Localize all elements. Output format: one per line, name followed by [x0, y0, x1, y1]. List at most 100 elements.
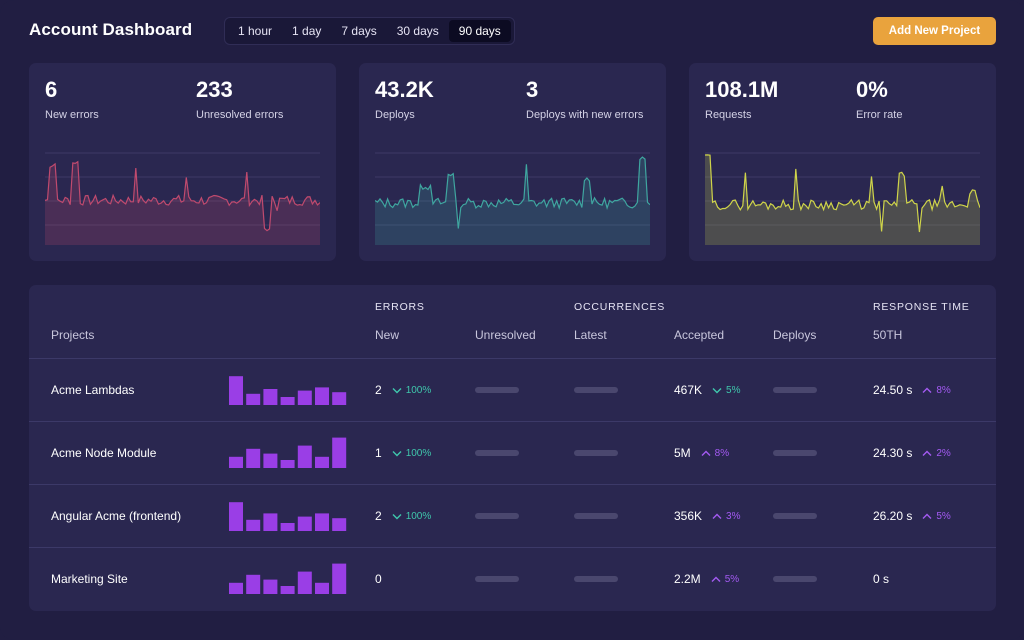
accepted-cell-value: 2.2M [674, 572, 701, 586]
response-50th-cell: 24.30 s 2% [873, 446, 951, 460]
chevron-down-icon [392, 450, 402, 456]
deploys-sparkline [375, 152, 650, 245]
requests-metric: 108.1M Requests [705, 77, 778, 121]
project-activity-bars [229, 437, 347, 468]
activity-bar [280, 586, 295, 594]
unresolved-placeholder [475, 387, 519, 393]
response-50th-cell: 24.50 s 8% [873, 383, 951, 397]
deploys-label: Deploys [375, 109, 415, 121]
activity-bar [229, 502, 243, 531]
column-unresolved[interactable]: Unresolved [475, 328, 536, 342]
accepted-cell-delta: 5% [711, 574, 739, 585]
accepted-cell: 356K 3% [674, 509, 740, 523]
new-errors-cell-delta-text: 100% [405, 510, 432, 522]
deploys-new-errors-metric: 3 Deploys with new errors [526, 77, 643, 121]
latest-placeholder [574, 450, 618, 456]
accepted-cell-delta: 5% [712, 385, 740, 396]
add-new-project-button[interactable]: Add New Project [873, 17, 996, 45]
range-1-hour[interactable]: 1 hour [238, 24, 273, 38]
deploys-placeholder [773, 576, 817, 582]
column-projects[interactable]: Projects [51, 328, 95, 342]
column-latest[interactable]: Latest [574, 328, 607, 342]
activity-bar [263, 513, 278, 531]
activity-bar [280, 523, 295, 531]
response-50th-cell-value: 24.50 s [873, 383, 913, 397]
table-row[interactable]: Acme Lambdas 2 100% 467K 5% 24.50 s 8% [29, 358, 996, 421]
activity-bar [263, 389, 278, 405]
column-deploys[interactable]: Deploys [773, 328, 817, 342]
activity-bar [280, 397, 295, 405]
unresolved-placeholder [475, 450, 519, 456]
column-accepted[interactable]: Accepted [674, 328, 725, 342]
activity-bar [315, 582, 329, 594]
project-name[interactable]: Marketing Site [51, 572, 128, 586]
response-50th-cell-delta: 2% [922, 447, 951, 459]
activity-bar [229, 456, 243, 468]
deploys-new-errors-label: Deploys with new errors [526, 109, 644, 121]
accepted-cell-value: 356K [674, 509, 703, 523]
range-1-day[interactable]: 1 day [292, 24, 322, 38]
new-errors-cell-delta-text: 100% [405, 447, 432, 459]
chevron-up-icon [922, 450, 932, 456]
activity-bar [315, 387, 329, 405]
activity-bar [297, 516, 312, 531]
deploys-new-errors-value: 3 [526, 77, 539, 102]
new-errors-cell-delta: 100% [392, 447, 432, 459]
table-row[interactable]: Acme Node Module 1 100% 5M 8% 24.30 s 2% [29, 421, 996, 484]
deploys-placeholder [773, 387, 817, 393]
activity-bar [297, 445, 312, 468]
new-errors-cell: 0 [375, 572, 382, 586]
sparkline-line [375, 156, 650, 229]
errors-sparkline [45, 152, 320, 245]
activity-bar [246, 519, 261, 531]
activity-bar [246, 574, 261, 594]
response-50th-cell-delta-text: 2% [936, 447, 951, 459]
new-errors-label: New errors [45, 109, 99, 121]
accepted-cell-value: 467K [674, 383, 703, 397]
deploys-card: 43.2K Deploys 3 Deploys with new errors [359, 63, 666, 261]
chevron-up-icon [711, 576, 721, 582]
new-errors-cell-value: 1 [375, 446, 382, 460]
activity-bar [246, 393, 261, 405]
column-50th[interactable]: 50TH [873, 328, 903, 342]
accepted-cell: 2.2M 5% [674, 572, 739, 586]
range-7-days[interactable]: 7 days [341, 24, 377, 38]
unresolved-errors-label: Unresolved errors [196, 109, 284, 121]
latest-placeholder [574, 387, 618, 393]
activity-bar [297, 571, 312, 594]
errors-group-header: ERRORS [375, 301, 425, 313]
table-row[interactable]: Angular Acme (frontend) 2 100% 356K 3% 26.20 … [29, 484, 996, 547]
chevron-down-icon [392, 387, 402, 393]
activity-bar [229, 582, 243, 594]
table-row[interactable]: Marketing Site 0 2.2M 5% 0 s [29, 547, 996, 610]
range-30-days[interactable]: 30 days [396, 24, 439, 38]
new-errors-cell-value: 2 [375, 383, 382, 397]
project-name[interactable]: Angular Acme (frontend) [51, 509, 182, 523]
project-name[interactable]: Acme Node Module [51, 446, 157, 460]
requests-card: 108.1M Requests 0% Error rate [689, 63, 996, 261]
chevron-up-icon [701, 450, 711, 456]
chevron-up-icon [712, 513, 722, 519]
sparkline-line [705, 154, 980, 233]
requests-sparkline [705, 152, 980, 245]
unresolved-placeholder [475, 576, 519, 582]
activity-bar [246, 448, 261, 468]
error-rate-value: 0% [856, 77, 888, 102]
project-activity-bars [229, 502, 347, 531]
activity-bar [229, 376, 243, 405]
new-errors-cell: 1 100% [375, 446, 431, 460]
column-new[interactable]: New [375, 328, 400, 342]
project-name[interactable]: Acme Lambdas [51, 383, 135, 397]
activity-bar [280, 460, 295, 468]
errors-card: 6 New errors 233 Unresolved errors [29, 63, 336, 261]
response-50th-cell-delta: 5% [922, 511, 951, 522]
activity-bar [332, 392, 347, 405]
accepted-cell-delta: 3% [712, 511, 740, 522]
range-90-days[interactable]: 90 days [448, 20, 511, 42]
accepted-cell-delta-text: 3% [726, 510, 741, 522]
projects-table: ERRORS OCCURRENCES RESPONSE TIME Project… [29, 285, 996, 611]
sparkline-line [45, 160, 320, 232]
chevron-up-icon [922, 513, 932, 519]
activity-bar [332, 437, 347, 468]
